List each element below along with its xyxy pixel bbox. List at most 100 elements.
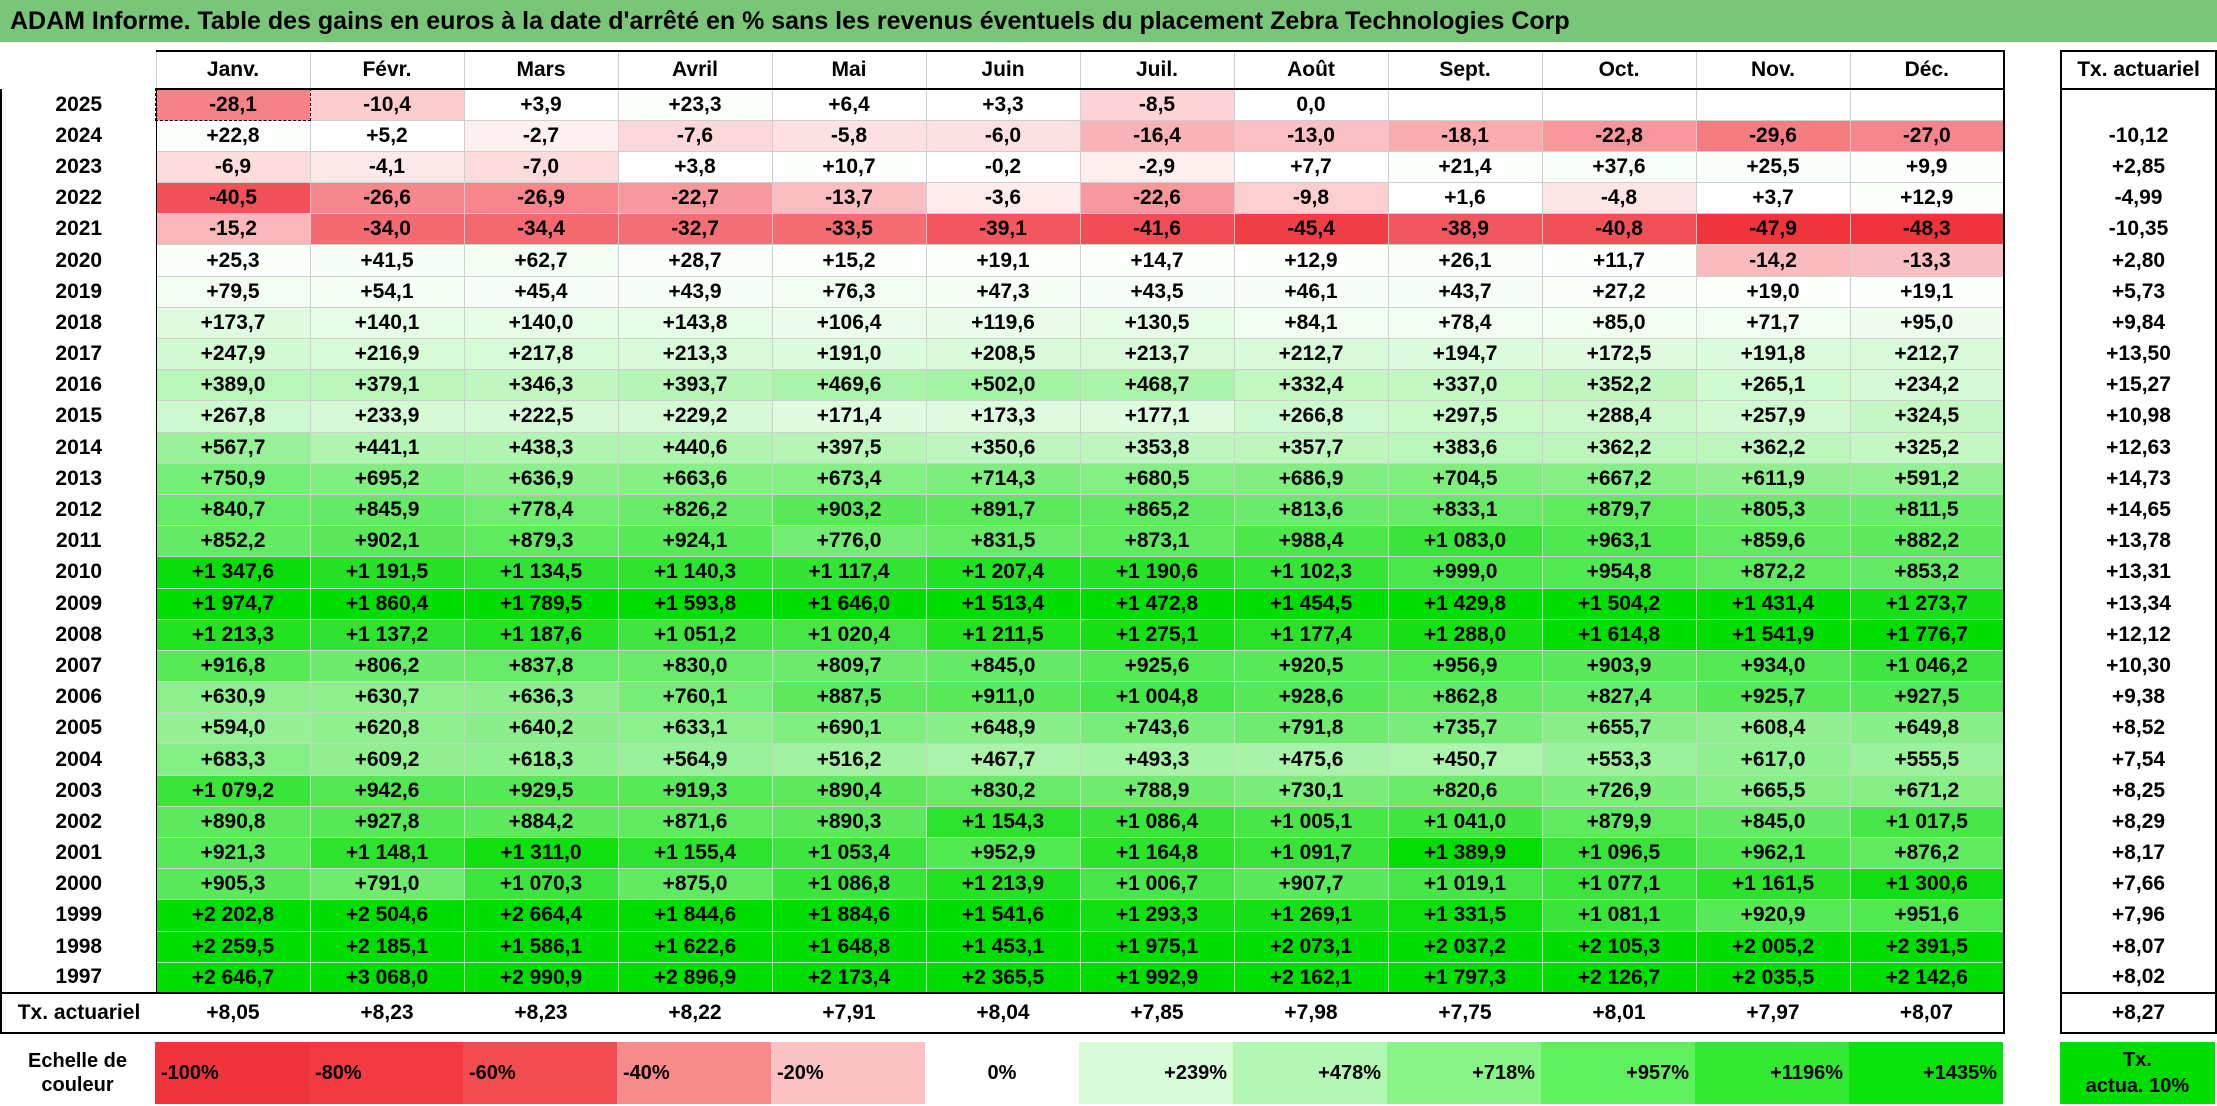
footer-rate-cell: +7,97 <box>1696 992 1850 1035</box>
table-row: 2021 -15,2 -34,0 -34,4 -32,7 -33,5 -39,1 -41,6-… <box>0 213 2005 246</box>
color-scale-swatch: 0% <box>925 1042 1079 1104</box>
rate-row: +10,98 <box>2060 400 2217 433</box>
gain-cell: +353,8 <box>1080 432 1235 464</box>
gain-cell: +927,5 <box>1850 681 2005 714</box>
gain-cell: +11,7 <box>1542 244 1697 277</box>
year-cell: 2013 <box>0 463 157 495</box>
gain-cell: +1 273,7 <box>1850 588 2005 620</box>
gain-cell: +594,0 <box>156 712 311 745</box>
gain-cell: -45,4 <box>1234 213 1389 246</box>
gain-cell: +15,2 <box>772 244 927 277</box>
rate-cell: +13,34 <box>2060 588 2217 620</box>
gain-cell: +591,2 <box>1850 463 2005 495</box>
gain-cell: +730,1 <box>1234 775 1389 807</box>
gain-cell: +636,9 <box>464 463 619 495</box>
rate-row: +7,96 <box>2060 899 2217 932</box>
gain-cell: +840,7 <box>156 494 311 527</box>
gain-cell: +2 142,6 <box>1850 962 2005 994</box>
table-row: 2022 -40,5 -26,6 -26,9 -22,7 -13,7 -3,6 -22,6 -9… <box>0 182 2005 215</box>
gain-cell: +671,2 <box>1850 775 2005 807</box>
rate-column-table: Tx. actuariel -10,12 +2,85 -4,99 -10,35 +2,8… <box>2060 50 2217 1035</box>
gain-cell: +1 622,6 <box>618 931 773 963</box>
table-row: 2013 +750,9 +695,2 +636,9 +663,6 +673,4 +714,3… <box>0 463 2005 495</box>
gain-cell: +788,9 <box>1080 775 1235 807</box>
color-scale-swatch: +1435% <box>1849 1042 2003 1104</box>
color-scale-swatch: -60% <box>463 1042 617 1104</box>
year-cell: 2007 <box>0 650 157 682</box>
gain-cell: +229,2 <box>618 400 773 433</box>
gain-cell: +19,0 <box>1696 276 1851 308</box>
gain-cell: +3,7 <box>1696 182 1851 215</box>
gain-cell: +845,9 <box>310 494 465 527</box>
year-cell: 2016 <box>0 369 157 401</box>
rate-cell: +9,38 <box>2060 681 2217 713</box>
year-cell: 2023 <box>0 151 157 183</box>
month-header: Sept. <box>1387 50 1542 90</box>
gain-cell: +1 041,0 <box>1388 806 1543 839</box>
gain-cell: +845,0 <box>1696 806 1851 839</box>
gain-cell: +2 126,7 <box>1542 962 1697 994</box>
gain-cell: +852,2 <box>156 525 311 558</box>
gain-cell: +680,5 <box>1080 463 1235 495</box>
gain-cell: +2 162,1 <box>1234 962 1389 994</box>
table-row: 2015 +267,8 +233,9 +222,5 +229,2 +171,4 +173,3… <box>0 400 2005 433</box>
gain-cell: +890,3 <box>772 806 927 839</box>
gain-cell: +26,1 <box>1388 244 1543 277</box>
rate-cell: -10,35 <box>2060 213 2217 245</box>
gain-cell: +76,3 <box>772 276 927 308</box>
gain-cell: +78,4 <box>1388 307 1543 340</box>
gain-cell <box>1388 89 1543 121</box>
gain-cell <box>1542 89 1697 121</box>
table-row: 2023 -6,9 -4,1 -7,0 +3,8 +10,7 -0,2 -2,9 +7,7 +21… <box>0 151 2005 184</box>
gain-cell: +19,1 <box>1850 276 2005 308</box>
gain-cell: +332,4 <box>1234 369 1389 402</box>
rate-row: +8,52 <box>2060 712 2217 744</box>
color-scale-swatch: +239% <box>1079 1042 1233 1104</box>
rate-row <box>2060 89 2217 121</box>
gain-cell: +1 300,6 <box>1850 868 2005 901</box>
rate-row: +10,30 <box>2060 650 2217 682</box>
gain-cell: +1 051,2 <box>618 619 773 651</box>
gain-cell: +1 020,4 <box>772 619 927 651</box>
rate-cell: +10,98 <box>2060 400 2217 433</box>
gain-cell: +1 884,6 <box>772 899 927 932</box>
year-cell: 2010 <box>0 556 157 588</box>
year-cell: 2009 <box>0 588 157 620</box>
gain-cell: +1 053,4 <box>772 837 927 870</box>
gain-cell: +2 365,5 <box>926 962 1081 994</box>
month-header: Déc. <box>1849 50 2005 90</box>
gain-cell: +383,6 <box>1388 432 1543 464</box>
gain-cell: -22,8 <box>1542 120 1697 152</box>
gain-cell: +902,1 <box>310 525 465 558</box>
gain-cell: +1 541,9 <box>1696 619 1851 651</box>
gain-cell: +920,9 <box>1696 899 1851 932</box>
gain-cell: +911,0 <box>926 681 1081 714</box>
gain-cell: +502,0 <box>926 369 1081 402</box>
gain-cell: +830,2 <box>926 775 1081 807</box>
gain-cell: +25,3 <box>156 244 311 277</box>
gain-cell: +450,7 <box>1388 743 1543 776</box>
rate-cell: +9,84 <box>2060 307 2217 339</box>
gain-cell: +140,1 <box>310 307 465 340</box>
rate-row: +5,73 <box>2060 276 2217 308</box>
gain-cell: +325,2 <box>1850 432 2005 464</box>
year-cell: 2003 <box>0 775 157 807</box>
table-row: 1999 +2 202,8 +2 504,6 +2 664,4 +1 844,6 +1 8… <box>0 899 2005 932</box>
table-row: 2000 +905,3 +791,0 +1 070,3 +875,0 +1 086,8 +1… <box>0 868 2005 901</box>
gain-cell: +1 646,0 <box>772 588 927 620</box>
gain-cell: +924,1 <box>618 525 773 558</box>
year-cell: 2021 <box>0 213 157 245</box>
month-header: Juin <box>925 50 1080 90</box>
year-cell: 2018 <box>0 307 157 339</box>
table-row: 1998 +2 259,5 +2 185,1 +1 586,1 +1 622,6 +1 6… <box>0 931 2005 963</box>
rate-row: +14,65 <box>2060 494 2217 526</box>
year-cell: 2014 <box>0 432 157 464</box>
year-cell: 2002 <box>0 806 157 838</box>
gain-cell: +553,3 <box>1542 743 1697 776</box>
footer-rate-cell: +8,05 <box>156 992 310 1035</box>
gain-cell: +903,9 <box>1542 650 1697 683</box>
gain-cell: +1 086,8 <box>772 868 927 901</box>
gain-cell: +1 975,1 <box>1080 931 1235 963</box>
gain-cell: +1 331,5 <box>1388 899 1543 932</box>
gain-cell: +1 134,5 <box>464 556 619 589</box>
